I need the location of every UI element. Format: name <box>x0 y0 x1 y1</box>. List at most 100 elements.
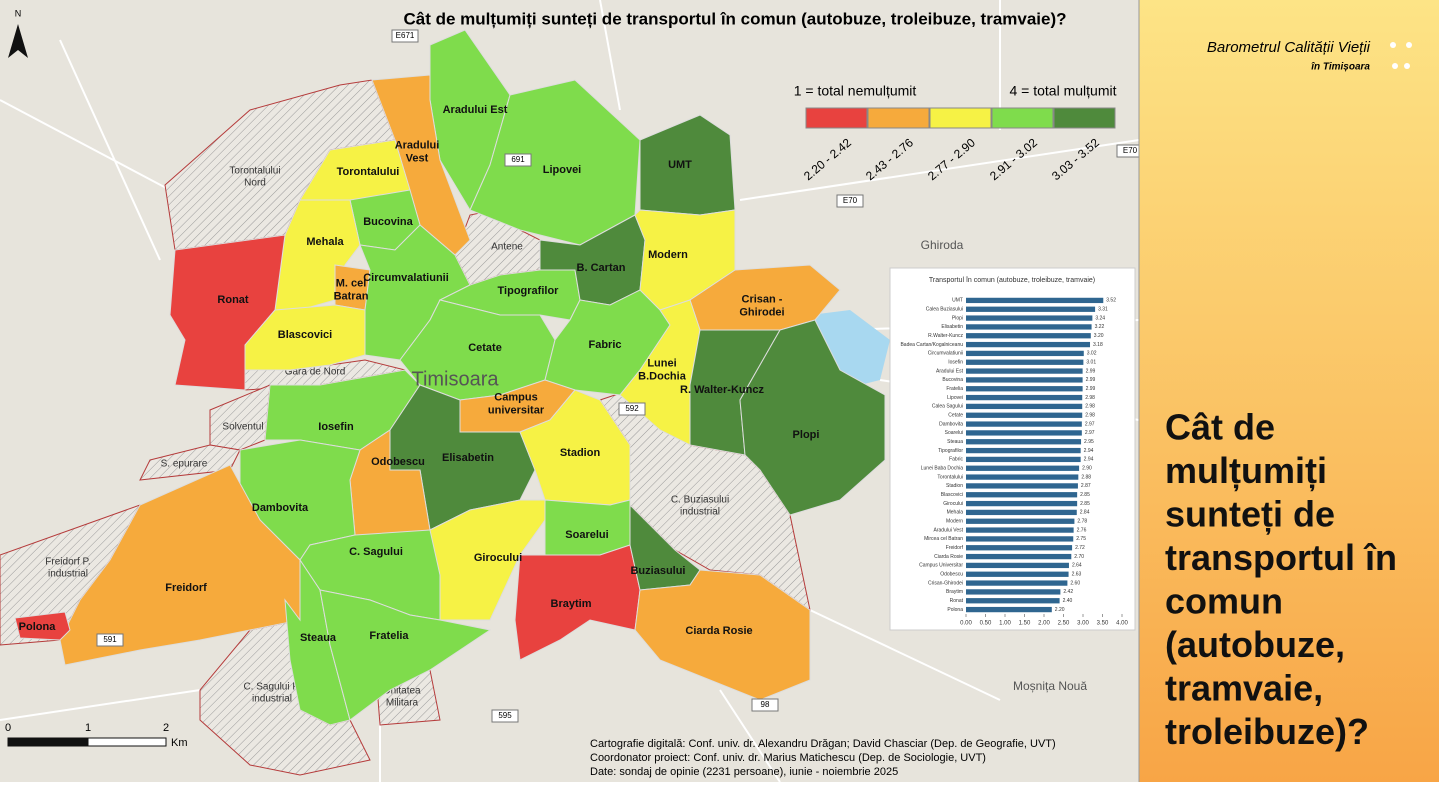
value-label: 2.70 <box>1074 554 1084 560</box>
road-label: 595 <box>498 711 512 720</box>
road-badge <box>96 633 124 647</box>
place-label: Moșnița Nouă <box>1013 679 1087 693</box>
bar <box>966 598 1060 604</box>
neighbourhood-label: universitar <box>488 404 545 416</box>
neighbourhood-label: Blascovici <box>278 329 332 341</box>
area-label: Unitatea <box>383 686 421 697</box>
place-label: Ghiroda <box>921 238 964 252</box>
area-label: Torontalului <box>229 166 280 177</box>
bar <box>966 315 1093 321</box>
value-label: 2.76 <box>1077 527 1087 533</box>
neighbourhood-label: Iosefin <box>318 421 354 433</box>
bar <box>966 536 1074 542</box>
credit-line: Coordonator proiect: Conf. univ. dr. Mar… <box>590 752 986 764</box>
value-label: 2.99 <box>1086 368 1096 374</box>
inset-title: Transportul în comun (autobuze, troleibu… <box>929 277 1095 284</box>
value-label: 2.94 <box>1084 457 1094 463</box>
bar <box>966 412 1083 418</box>
value-label: 2.90 <box>1082 466 1092 472</box>
y-tick-label: Girocului <box>943 501 963 507</box>
x-tick-label: 0.50 <box>980 621 992 627</box>
y-tick-label: Iosefin <box>948 360 963 366</box>
bar <box>966 377 1083 383</box>
value-label: 2.98 <box>1085 404 1095 410</box>
y-tick-label: Calea Sagului <box>932 404 963 410</box>
value-label: 2.85 <box>1080 492 1090 498</box>
x-tick-label: 1.50 <box>1019 621 1031 627</box>
y-tick-label: Dambovita <box>939 421 963 427</box>
bar <box>966 403 1083 410</box>
area-label: industrial <box>252 694 292 705</box>
neighbourhood-label: UMT <box>668 159 692 171</box>
question-line: mulțumiți <box>1165 450 1327 492</box>
scale-bar: 0 1 2 Km <box>5 722 188 749</box>
bar <box>966 350 1084 357</box>
neighbourhood-label: Steaua <box>300 632 337 644</box>
bar <box>966 306 1096 312</box>
neighbourhood-label: Tipografilor <box>498 285 560 297</box>
road-badge <box>751 698 779 712</box>
question-line: (autobuze, <box>1165 624 1345 665</box>
neighbourhood-label: Lunei <box>647 357 676 369</box>
bar <box>966 359 1084 365</box>
area-label: C. Sagului P. <box>243 682 300 693</box>
y-tick-label: Odobescu <box>940 572 963 578</box>
bar <box>966 394 1083 401</box>
legend-swatch <box>991 107 1054 129</box>
x-tick-label: 3.50 <box>1097 621 1109 627</box>
bar <box>966 492 1078 498</box>
y-tick-label: Blascovici <box>941 492 963 498</box>
scale-unit: Km <box>171 737 188 749</box>
bar <box>966 545 1073 551</box>
y-tick-label: Ciarda Rosie <box>934 554 963 560</box>
y-tick-label: Elisabetin <box>941 324 963 330</box>
neighbourhood-label: Torontalului <box>337 166 400 178</box>
bar <box>966 368 1083 374</box>
bar <box>966 509 1077 516</box>
scale-label: 0 <box>5 722 11 734</box>
value-label: 3.20 <box>1094 333 1104 339</box>
neighbourhood-label: Batran <box>334 290 369 302</box>
y-tick-label: Bucovina <box>942 377 963 383</box>
neighbourhood-label: Fabric <box>588 339 621 351</box>
y-tick-label: R.Walter-Kuncz <box>928 333 963 339</box>
y-tick-label: Ronat <box>950 598 964 604</box>
value-label: 2.63 <box>1072 572 1082 578</box>
brand-city: în Timișoara <box>1311 62 1370 73</box>
value-label: 2.85 <box>1080 501 1090 507</box>
neighbourhood-label: Dambovita <box>252 502 309 514</box>
y-tick-label: Crisan-Ghirodei <box>928 580 963 586</box>
y-tick-label: Cetate <box>948 413 963 419</box>
neighbourhood-label: Mehala <box>306 236 344 248</box>
y-tick-label: Freidorf <box>946 545 964 551</box>
y-tick-label: Mircea cel Batran <box>924 536 963 542</box>
neighbourhood-label: Stadion <box>560 447 601 459</box>
bar <box>966 465 1080 471</box>
road-badge <box>491 709 519 723</box>
neighbourhood-label: Ronat <box>217 294 249 306</box>
bar <box>966 589 1061 595</box>
legend-swatch <box>1053 107 1116 129</box>
y-tick-label: Mehala <box>947 510 964 516</box>
value-label: 3.31 <box>1098 307 1108 313</box>
area-label: Gara de Nord <box>285 367 346 378</box>
neighbourhood-label: Vest <box>406 152 429 164</box>
value-label: 2.99 <box>1086 377 1096 383</box>
y-tick-label: Soarelui <box>945 430 963 436</box>
neighbourhood-label: Campus <box>494 391 537 403</box>
value-label: 3.01 <box>1086 360 1096 366</box>
bar <box>966 341 1091 348</box>
neighbourhood <box>739 319 886 516</box>
value-label: 2.87 <box>1081 483 1091 489</box>
neighbourhood-label: Freidorf <box>165 582 207 594</box>
legend-high: 4 = total mulțumit <box>1010 83 1117 99</box>
sidebar <box>1139 0 1439 782</box>
y-tick-label: Stadion <box>946 483 963 489</box>
bar <box>966 518 1075 524</box>
neighbourhood-label: Lipovei <box>543 164 582 176</box>
value-label: 2.88 <box>1081 474 1091 480</box>
question-line: comun <box>1165 581 1283 622</box>
question-line: troleibuze)? <box>1165 711 1369 752</box>
neighbourhood-label: B. Cartan <box>577 262 626 274</box>
